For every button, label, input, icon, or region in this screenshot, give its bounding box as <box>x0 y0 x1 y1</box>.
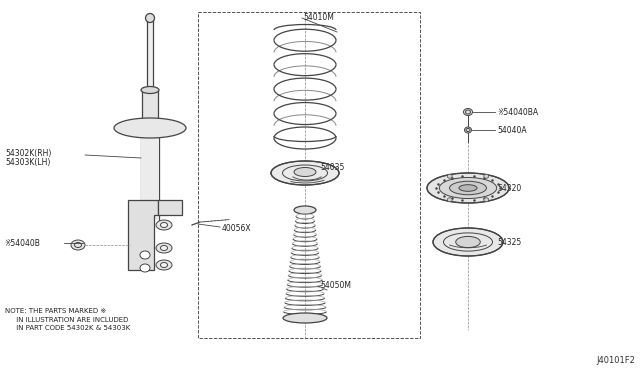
Ellipse shape <box>156 243 172 253</box>
Text: ※54040B: ※54040B <box>4 240 40 248</box>
Ellipse shape <box>427 173 509 203</box>
Text: 54302K(RH): 54302K(RH) <box>5 148 51 157</box>
Ellipse shape <box>449 181 486 195</box>
Ellipse shape <box>141 87 159 93</box>
Ellipse shape <box>156 260 172 270</box>
Text: J40101F2: J40101F2 <box>596 356 635 365</box>
Ellipse shape <box>465 127 472 133</box>
Polygon shape <box>128 200 158 270</box>
Ellipse shape <box>140 251 150 259</box>
Ellipse shape <box>271 161 339 185</box>
Text: NOTE: THE PARTS MARKED ※
     IN ILLUSTRATION ARE INCLUDED
     IN PART CODE 543: NOTE: THE PARTS MARKED ※ IN ILLUSTRATION… <box>5 308 131 331</box>
Ellipse shape <box>71 240 85 250</box>
Text: 54050M: 54050M <box>320 280 351 289</box>
Ellipse shape <box>294 206 316 214</box>
Ellipse shape <box>439 177 497 199</box>
Ellipse shape <box>447 198 452 202</box>
Ellipse shape <box>484 174 489 178</box>
Ellipse shape <box>114 118 186 138</box>
Bar <box>141 120 159 220</box>
Text: 54040A: 54040A <box>497 125 527 135</box>
Ellipse shape <box>294 167 316 176</box>
Ellipse shape <box>459 185 477 191</box>
Ellipse shape <box>161 263 168 267</box>
Text: 54035: 54035 <box>320 163 344 171</box>
Polygon shape <box>158 200 182 215</box>
Text: 54325: 54325 <box>497 237 521 247</box>
Ellipse shape <box>145 13 154 22</box>
Ellipse shape <box>283 313 327 323</box>
Ellipse shape <box>161 222 168 228</box>
Ellipse shape <box>161 246 168 250</box>
Bar <box>142 90 158 120</box>
Text: ※54040BA: ※54040BA <box>497 108 538 116</box>
Text: 40056X: 40056X <box>222 224 252 232</box>
Ellipse shape <box>456 236 480 248</box>
Text: 54320: 54320 <box>497 183 521 192</box>
Ellipse shape <box>484 198 489 202</box>
Text: 54010M: 54010M <box>303 13 334 22</box>
Text: 54303K(LH): 54303K(LH) <box>5 157 51 167</box>
Ellipse shape <box>140 264 150 272</box>
Ellipse shape <box>156 220 172 230</box>
Bar <box>147 18 153 90</box>
Ellipse shape <box>433 228 503 256</box>
Ellipse shape <box>447 174 452 178</box>
Ellipse shape <box>463 109 472 115</box>
